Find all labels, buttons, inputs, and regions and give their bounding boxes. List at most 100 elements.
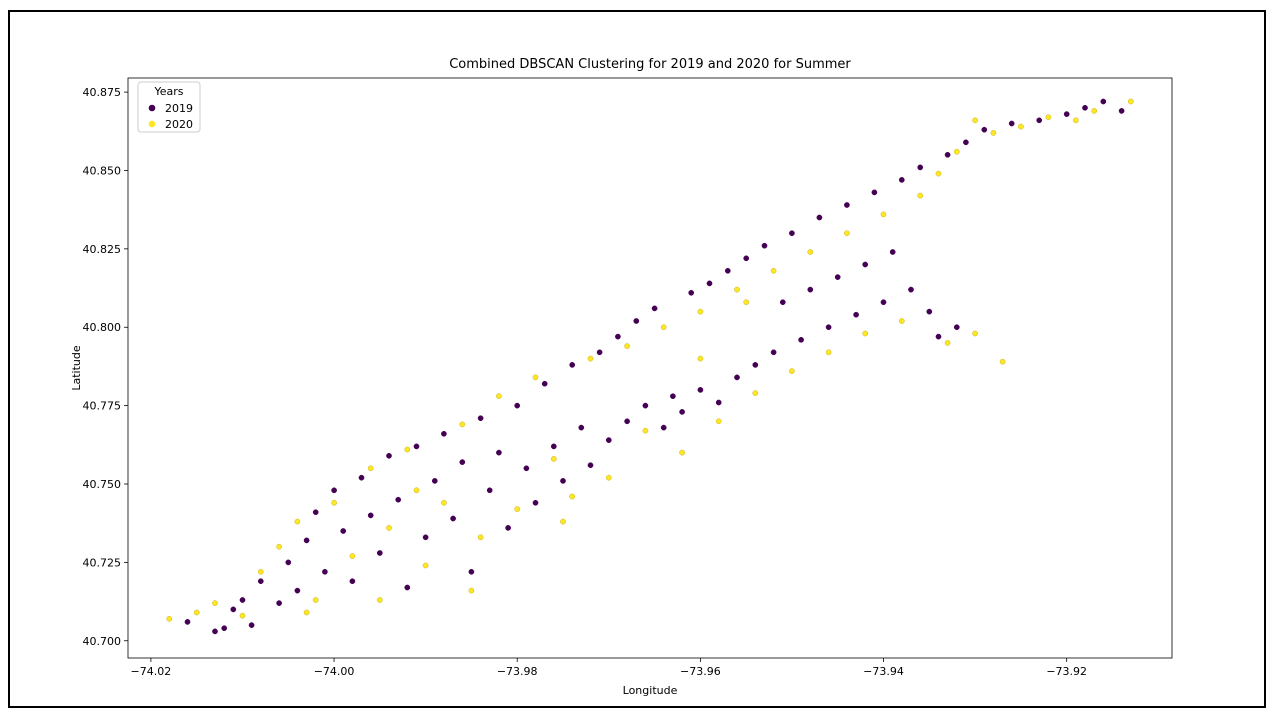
point-2020 xyxy=(193,609,200,616)
point-2019 xyxy=(331,487,337,494)
point-2019 xyxy=(496,449,502,456)
point-2019 xyxy=(697,387,704,393)
x-tick-label: −73.94 xyxy=(863,665,904,678)
point-2020 xyxy=(477,534,484,541)
y-axis-label: Latitude xyxy=(70,345,83,391)
point-2019 xyxy=(523,465,530,472)
point-2019 xyxy=(935,333,942,340)
x-axis: −74.02 −74.00 −73.98 −73.96 −73.94 −73.92 xyxy=(131,658,1087,678)
point-2020 xyxy=(239,612,246,619)
point-2019 xyxy=(587,462,594,469)
point-2019 xyxy=(816,214,823,221)
point-2019 xyxy=(578,424,585,431)
point-2019 xyxy=(212,628,218,635)
point-2020 xyxy=(422,562,429,569)
point-2020 xyxy=(303,609,310,616)
point-2019 xyxy=(734,374,740,381)
point-2020 xyxy=(972,117,978,124)
point-2019 xyxy=(981,126,988,133)
point-2020 xyxy=(587,355,594,362)
point-2020 xyxy=(349,553,356,559)
point-2019 xyxy=(358,474,365,481)
point-2019 xyxy=(917,164,924,171)
point-2020 xyxy=(376,597,383,603)
point-2019 xyxy=(413,443,420,450)
point-2019 xyxy=(386,452,392,459)
point-2019 xyxy=(431,478,438,484)
point-2019 xyxy=(376,550,383,556)
point-2019 xyxy=(642,402,649,409)
x-tick-label: −74.02 xyxy=(131,665,172,678)
point-2020 xyxy=(367,465,374,472)
point-2019 xyxy=(230,606,237,613)
point-2019 xyxy=(550,443,557,450)
point-2020 xyxy=(789,368,795,374)
points-layer xyxy=(166,98,1134,635)
legend-title: Years xyxy=(153,85,183,98)
point-2019 xyxy=(349,578,356,585)
point-2020 xyxy=(212,600,218,606)
y-tick-label: 40.725 xyxy=(83,556,122,569)
point-2019 xyxy=(889,249,896,255)
point-2019 xyxy=(724,267,731,274)
point-2020 xyxy=(404,446,411,453)
point-2019 xyxy=(825,324,832,331)
point-2019 xyxy=(706,280,713,287)
point-2020 xyxy=(1127,98,1134,105)
point-2019 xyxy=(660,424,667,431)
point-2020 xyxy=(1018,123,1024,130)
point-2019 xyxy=(505,525,511,531)
point-2019 xyxy=(779,299,786,306)
x-tick-label: −74.00 xyxy=(314,665,355,678)
point-2020 xyxy=(880,211,887,218)
point-2019 xyxy=(422,534,429,541)
legend-label-2020: 2020 xyxy=(165,118,193,131)
point-2019 xyxy=(615,333,621,340)
point-2020 xyxy=(413,487,420,494)
point-2019 xyxy=(1008,120,1015,127)
point-2020 xyxy=(294,518,301,525)
point-2019 xyxy=(908,286,914,293)
point-2019 xyxy=(248,622,255,628)
point-2020 xyxy=(1091,108,1098,114)
point-2019 xyxy=(221,625,228,632)
point-2019 xyxy=(688,289,695,296)
point-2020 xyxy=(734,286,740,293)
point-2020 xyxy=(331,499,337,506)
point-2019 xyxy=(514,402,521,409)
y-tick-label: 40.775 xyxy=(83,400,122,413)
y-axis: 40.700 40.725 40.750 40.775 40.800 40.825 40.8… xyxy=(83,86,128,648)
point-2019 xyxy=(395,496,402,503)
point-2020 xyxy=(642,427,649,434)
y-tick-label: 40.825 xyxy=(83,243,122,256)
point-2019 xyxy=(367,512,374,519)
legend-marker-2019 xyxy=(148,104,156,112)
legend-marker-2020 xyxy=(148,120,156,128)
point-2019 xyxy=(679,409,685,415)
point-2020 xyxy=(825,349,832,356)
point-2019 xyxy=(633,318,640,324)
point-2019 xyxy=(184,619,191,625)
point-2020 xyxy=(999,358,1006,365)
point-2020 xyxy=(1072,117,1079,124)
point-2020 xyxy=(679,449,685,456)
point-2020 xyxy=(459,421,466,428)
point-2019 xyxy=(404,584,411,591)
point-2019 xyxy=(624,418,630,425)
point-2019 xyxy=(477,415,484,422)
point-2019 xyxy=(770,349,777,356)
point-2019 xyxy=(871,189,878,196)
point-2019 xyxy=(257,578,264,585)
point-2019 xyxy=(340,528,347,534)
point-2019 xyxy=(294,587,301,594)
point-2020 xyxy=(770,267,777,274)
point-2019 xyxy=(789,230,795,237)
point-2019 xyxy=(285,559,292,566)
point-2019 xyxy=(532,499,539,506)
point-2020 xyxy=(862,330,869,337)
point-2020 xyxy=(990,130,997,136)
point-2019 xyxy=(853,311,859,318)
point-2019 xyxy=(715,399,722,406)
point-2019 xyxy=(459,459,466,465)
point-2020 xyxy=(605,474,612,481)
